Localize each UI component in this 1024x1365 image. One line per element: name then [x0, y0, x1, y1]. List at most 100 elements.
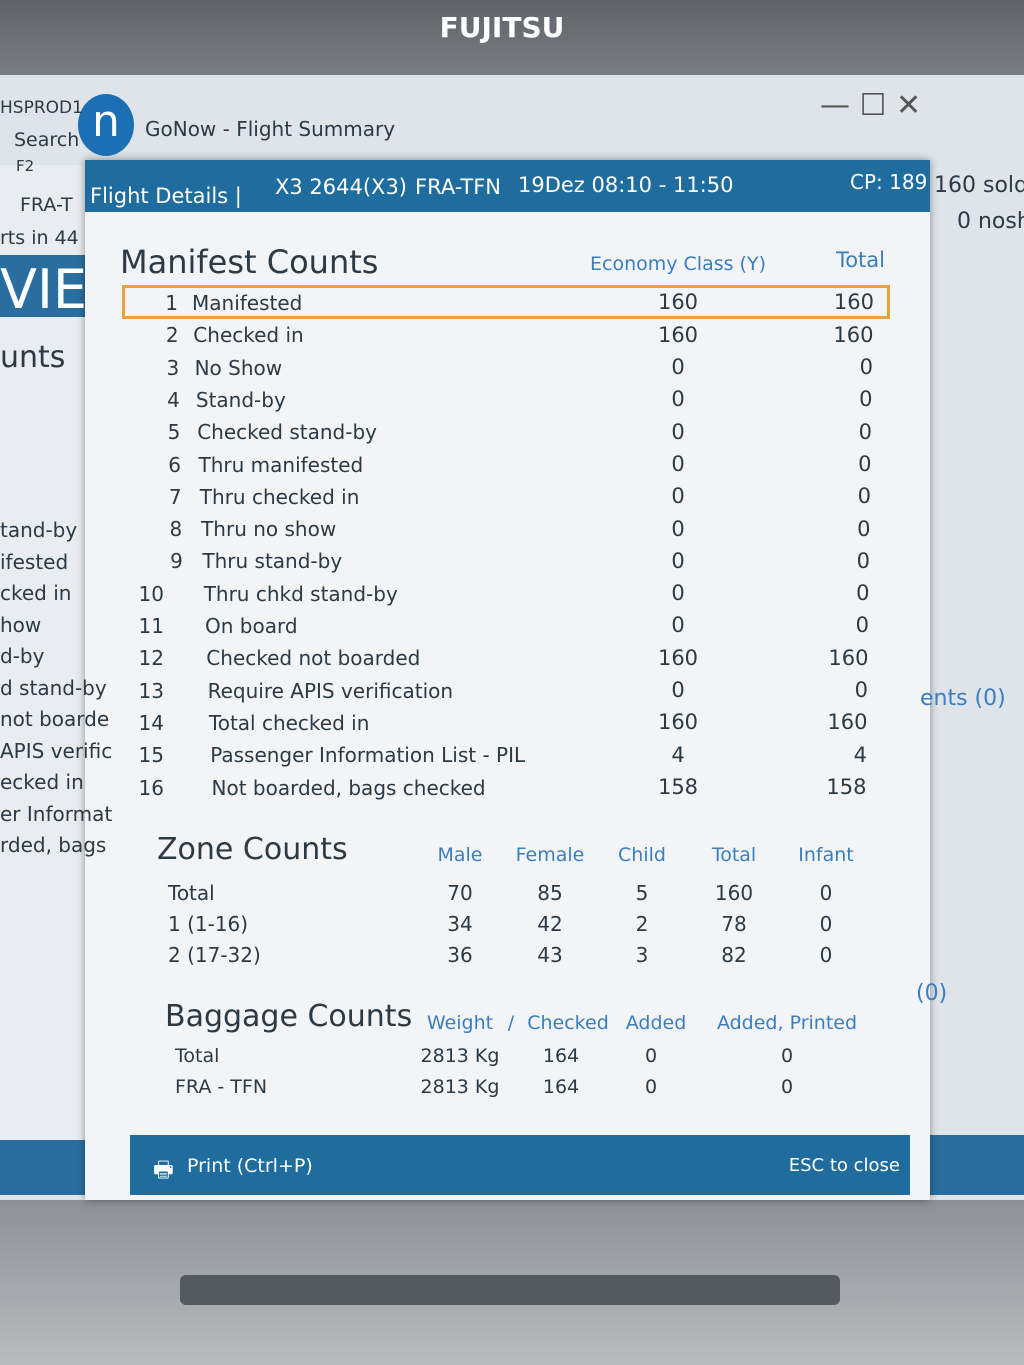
row-label: Total: [168, 881, 215, 905]
section-title: Manifest Counts: [120, 242, 379, 281]
row-label: Not boarded, bags checked: [211, 775, 486, 800]
baggage-count: 0: [780, 1044, 794, 1067]
column-header: Female: [515, 843, 585, 866]
total-count: 0: [859, 355, 873, 379]
row-label: Checked in: [193, 323, 304, 348]
column-header: Total: [711, 843, 757, 866]
total-count: 0: [858, 451, 872, 476]
economy-count: 160: [657, 290, 699, 315]
capacity: CP: 189: [850, 170, 928, 194]
bg-text: APIS verific: [0, 738, 113, 763]
row-number: 14: [138, 710, 164, 735]
baggage-count: 0: [644, 1075, 658, 1098]
bg-text: not boarde: [0, 707, 110, 731]
flight-time: 19Dez 08:10 - 11:50: [518, 173, 734, 198]
bg-text: how: [0, 612, 42, 637]
row-number: 10: [138, 581, 164, 606]
row-number: 11: [138, 614, 164, 638]
bg-text: Search: [14, 128, 80, 151]
bg-text: ifested: [0, 549, 69, 574]
row-number: 1: [165, 291, 178, 315]
row-label: FRA - TFN: [175, 1075, 268, 1098]
zone-count: 0: [819, 943, 833, 967]
header-label: Flight Details |: [90, 184, 242, 209]
monitor-brand: FUJITSU: [439, 11, 565, 45]
close-hint[interactable]: ESC to close: [788, 1155, 900, 1177]
baggage-count: 164: [542, 1044, 580, 1067]
total-count: 0: [855, 613, 869, 638]
row-label: Stand-by: [195, 387, 286, 412]
column-header: /: [507, 1011, 515, 1034]
print-icon: 🖶: [153, 1158, 174, 1183]
baggage-count: 2813 Kg: [420, 1044, 500, 1067]
bg-text: d-by: [0, 644, 45, 668]
economy-count: 0: [671, 581, 685, 606]
row-number: 2: [165, 323, 179, 348]
bg-text: cked in: [0, 581, 72, 605]
total-count: 158: [826, 774, 867, 799]
baggage-count: 164: [542, 1075, 580, 1098]
row-label: Checked stand-by: [197, 420, 377, 445]
print-button[interactable]: Print (Ctrl+P): [187, 1154, 313, 1177]
economy-count: 0: [671, 516, 685, 541]
bg-text: 0 nosh: [957, 208, 1024, 234]
row-number: 8: [169, 517, 183, 542]
section-title: Baggage Counts: [165, 999, 413, 1034]
row-number: 3: [166, 355, 180, 380]
column-header: Checked: [527, 1011, 609, 1034]
zone-count: 0: [819, 912, 833, 936]
bg-text: rded, bags: [0, 833, 107, 857]
row-label: Manifested: [192, 291, 303, 315]
monitor-buttons: [180, 1275, 840, 1305]
row-label: Total checked in: [208, 710, 370, 735]
economy-count: 160: [657, 645, 699, 670]
row-label: Thru checked in: [199, 484, 360, 509]
economy-count: 0: [671, 387, 685, 412]
dialog: [85, 160, 930, 1200]
bg-text: tand-by: [0, 518, 78, 542]
zone-count: 3: [635, 943, 649, 967]
economy-count: 4: [671, 742, 685, 767]
total-count: 0: [859, 387, 873, 412]
zone-count: 5: [635, 881, 649, 905]
column-header: Infant: [798, 843, 854, 866]
monitor-bezel: [0, 0, 1024, 75]
zone-count: 160: [714, 881, 754, 905]
app-logo: n: [78, 94, 134, 156]
column-header: Male: [437, 843, 483, 866]
bg-text: d stand-by: [0, 675, 107, 700]
row-number: 5: [167, 420, 181, 445]
bg-text: ecked in: [0, 770, 84, 794]
column-header: Economy Class (Y): [590, 252, 766, 275]
row-label: No Show: [194, 355, 283, 380]
economy-count: 160: [657, 322, 699, 347]
bg-text: HSPROD1: [0, 97, 83, 118]
row-number: 12: [138, 646, 164, 671]
economy-count: 0: [671, 484, 685, 509]
background-banner: [0, 255, 85, 317]
economy-count: 158: [657, 774, 699, 799]
total-count: 0: [858, 419, 872, 444]
row-label: Require APIS verification: [207, 678, 454, 703]
background-panel: [0, 165, 88, 1195]
total-count: 0: [857, 484, 871, 509]
row-label: Thru stand-by: [202, 549, 343, 574]
zone-count: 34: [447, 912, 473, 936]
row-number: 16: [138, 775, 164, 800]
bg-text: F2: [16, 157, 35, 175]
bg-text: ents (0): [920, 685, 1006, 711]
bg-text: er Informat: [0, 801, 113, 826]
window-controls[interactable]: — ☐ ✕: [820, 88, 922, 123]
total-count: 0: [854, 678, 868, 702]
row-highlight: [122, 285, 890, 319]
zone-count: 82: [721, 943, 747, 967]
total-count: 160: [827, 710, 868, 735]
column-header: Added: [625, 1011, 687, 1034]
section-title: Zone Counts: [157, 832, 348, 867]
bg-text: (0): [916, 980, 948, 1006]
flight-number: X3 2644(X3): [275, 175, 407, 200]
economy-count: 0: [671, 451, 685, 476]
bg-text: unts: [0, 340, 66, 375]
zone-count: 0: [819, 881, 833, 905]
